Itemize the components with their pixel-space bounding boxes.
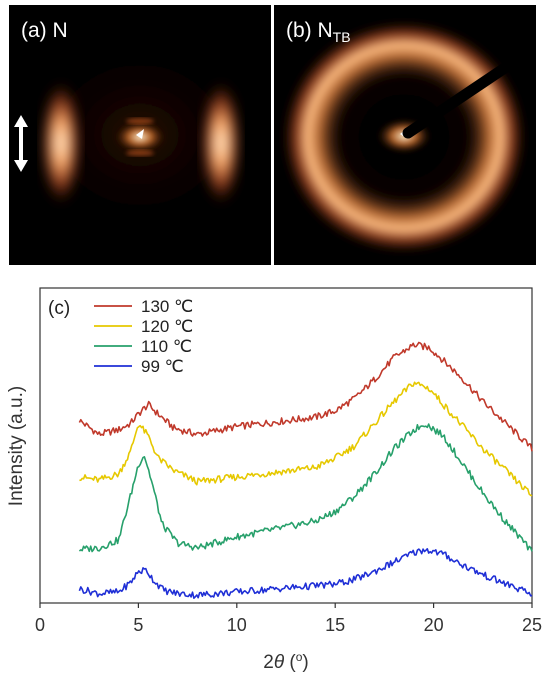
beamstop-shadow <box>402 41 536 139</box>
xray-pattern-twist-bend: (b) NTB <box>274 5 536 265</box>
xray-pattern-nematic-image <box>9 5 271 265</box>
series-line <box>78 341 533 452</box>
xrd-profile-chart: 0 5 10 15 20 25 130 ℃ 120 ℃ 110 ℃ 99 ℃ (c) Inten… <box>0 270 550 681</box>
legend-label: 130 ℃ <box>141 297 193 316</box>
series-layer <box>78 341 533 600</box>
plot-axes: 0 5 10 15 20 25 <box>35 287 542 635</box>
x-tick-label: 5 <box>133 615 143 635</box>
x-tick-label: 0 <box>35 615 45 635</box>
legend-label: 120 ℃ <box>141 317 193 336</box>
series-line <box>79 381 533 497</box>
x-tick-label: 15 <box>325 615 345 635</box>
plot-frame <box>39 287 533 604</box>
equatorial-arc-right <box>201 81 241 205</box>
xray-pattern-nematic: (a) N <box>9 5 271 265</box>
legend-label: 99 ℃ <box>141 357 184 376</box>
x-tick-label: 10 <box>227 615 247 635</box>
series-line <box>78 547 533 600</box>
equatorial-arc-left <box>41 81 81 205</box>
panel-a-label: (a) N <box>21 19 68 42</box>
y-axis-title: Intensity (a.u.) <box>6 386 27 506</box>
beam-center <box>114 118 166 156</box>
legend-label: 110 ℃ <box>141 337 192 356</box>
panel-c-label: (c) <box>48 298 70 319</box>
x-axis-title: 2θ (o) <box>263 650 309 673</box>
panel-b-label: (b) NTB <box>286 19 351 46</box>
series-line <box>78 423 533 553</box>
x-tick-label: 25 <box>522 615 542 635</box>
director-arrow-icon <box>14 115 28 172</box>
x-tick-label: 20 <box>424 615 444 635</box>
xray-pattern-twist-bend-image <box>274 5 536 265</box>
